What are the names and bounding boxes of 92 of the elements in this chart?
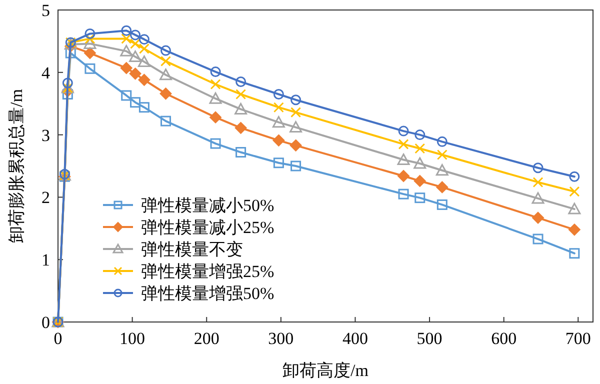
point xyxy=(210,138,221,149)
x-tick-label: 300 xyxy=(268,329,294,348)
point xyxy=(532,162,544,174)
x-tick-label: 400 xyxy=(342,329,368,348)
point xyxy=(290,94,302,106)
point xyxy=(138,43,150,54)
point xyxy=(160,56,171,66)
y-tick-label: 4 xyxy=(42,63,50,82)
point xyxy=(436,150,448,160)
point xyxy=(129,50,142,62)
y-tick-label: 1 xyxy=(42,250,50,270)
point xyxy=(209,92,222,104)
point xyxy=(160,88,172,100)
legend-label: 弹性模量减小50% xyxy=(141,196,274,215)
point xyxy=(121,25,132,36)
point xyxy=(568,202,581,214)
point xyxy=(290,107,302,118)
point xyxy=(290,121,302,133)
x-tick-label: 0 xyxy=(54,329,62,348)
y-axis-title: 卸荷膨胀累积总量/m xyxy=(7,89,26,243)
point xyxy=(414,192,426,204)
point xyxy=(398,170,410,182)
point xyxy=(569,186,580,197)
point xyxy=(532,234,544,244)
point xyxy=(138,34,150,45)
point xyxy=(159,68,172,80)
legend-label: 弹性模量减小25% xyxy=(141,218,274,237)
point xyxy=(121,90,132,101)
point xyxy=(569,248,580,259)
legend-label: 弹性模量增强25% xyxy=(141,262,274,281)
point xyxy=(121,33,132,44)
point xyxy=(210,66,221,78)
x-tick-label: 700 xyxy=(565,329,591,348)
point xyxy=(129,68,142,80)
point xyxy=(130,97,141,108)
point xyxy=(236,147,246,158)
point xyxy=(120,62,132,74)
y-tick-label: 5 xyxy=(42,1,50,20)
point xyxy=(436,199,448,210)
point xyxy=(138,56,150,68)
point xyxy=(398,138,409,150)
point xyxy=(84,63,96,74)
point xyxy=(273,158,284,168)
point xyxy=(138,102,150,113)
point xyxy=(234,102,248,114)
point xyxy=(62,78,73,88)
point xyxy=(436,164,448,176)
point xyxy=(414,174,426,187)
point xyxy=(236,88,246,100)
point xyxy=(160,116,171,126)
point xyxy=(130,30,141,40)
point xyxy=(160,45,171,56)
x-axis-title: 卸荷高度/m xyxy=(282,361,368,380)
point xyxy=(236,76,246,88)
x-tick-label: 100 xyxy=(120,329,146,348)
point xyxy=(130,38,141,49)
point xyxy=(290,139,302,152)
legend-label: 弹性模量不变 xyxy=(141,240,243,259)
point xyxy=(568,224,580,236)
point xyxy=(569,171,580,182)
y-tick-label: 0 xyxy=(42,313,50,332)
point xyxy=(397,154,410,166)
point xyxy=(84,28,96,39)
point xyxy=(273,88,284,100)
point xyxy=(210,79,221,90)
point xyxy=(414,143,426,154)
point xyxy=(436,136,448,147)
point xyxy=(398,188,409,200)
point xyxy=(398,126,409,136)
point xyxy=(436,181,448,194)
x-tick-label: 500 xyxy=(416,329,442,348)
y-tick-label: 3 xyxy=(42,126,50,145)
point xyxy=(120,44,133,56)
point xyxy=(532,176,544,188)
point xyxy=(290,160,302,172)
y-tick-label: 2 xyxy=(42,188,50,208)
point xyxy=(84,37,96,49)
point xyxy=(532,212,544,224)
point xyxy=(84,33,96,44)
point xyxy=(414,130,426,140)
point xyxy=(210,111,222,124)
point xyxy=(272,116,285,128)
point xyxy=(414,157,426,169)
point xyxy=(532,192,544,204)
point xyxy=(84,47,96,60)
point xyxy=(138,74,150,86)
point xyxy=(234,122,247,134)
legend-label: 弹性模量增强50% xyxy=(141,284,274,303)
x-tick-label: 600 xyxy=(491,329,517,348)
point xyxy=(272,134,285,146)
point xyxy=(273,102,284,113)
x-tick-label: 200 xyxy=(194,329,220,348)
